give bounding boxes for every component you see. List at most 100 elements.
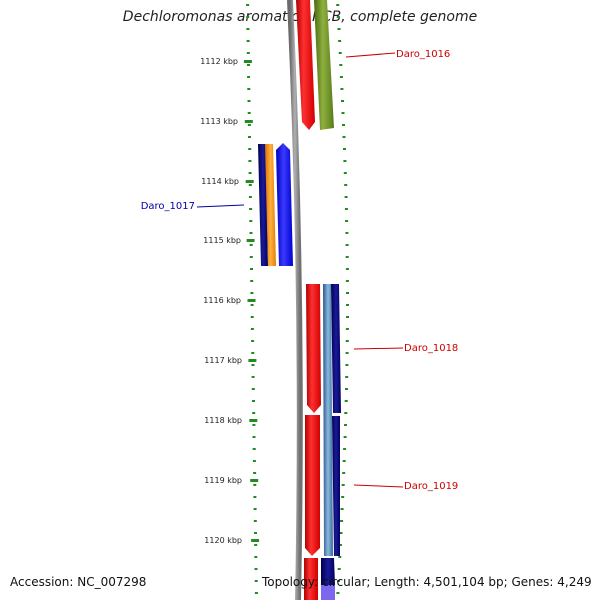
gene-label-daro-1017[interactable]: Daro_1017 — [141, 201, 195, 212]
tick-dot — [252, 436, 256, 438]
forward-strand-features — [296, 0, 341, 600]
label-leader-line — [353, 484, 404, 488]
major-tick — [247, 299, 256, 302]
tick-dot — [254, 580, 258, 582]
accession-text: Accession: NC_007298 — [10, 575, 147, 589]
major-tick — [249, 419, 258, 422]
tick-dot — [346, 304, 349, 306]
gene-feature-navy-long[interactable] — [332, 416, 340, 556]
tick-dot — [251, 376, 255, 378]
gene-feature-daro-1018[interactable] — [306, 284, 321, 413]
tick-dot — [345, 388, 348, 390]
tick-dot — [254, 544, 258, 546]
tick-dot — [342, 472, 346, 474]
tick-label: 1113 kbp — [200, 117, 238, 126]
gene-feature-daro-1019[interactable] — [305, 415, 320, 556]
topology-text: Topology: circular; Length: 4,501,104 bp… — [262, 575, 592, 589]
gene-feature-olive[interactable] — [314, 0, 334, 130]
tick-dot — [344, 400, 348, 402]
tick-dot — [246, 40, 250, 42]
tick-dot — [249, 256, 253, 258]
tick-dot — [345, 364, 349, 366]
tick-dot — [341, 112, 345, 114]
major-ticks — [243, 60, 260, 542]
gene-labels: Daro_1016 Daro_1017 Daro_1018 Daro_1019 — [141, 49, 459, 492]
gene-feature-daro-1017[interactable] — [276, 143, 293, 266]
tick-dot — [343, 160, 347, 162]
tick-dot — [246, 28, 250, 30]
gene-label-daro-1019[interactable]: Daro_1019 — [404, 481, 458, 492]
tick-dot — [246, 52, 250, 54]
gene-feature-navy-partial[interactable] — [321, 558, 335, 585]
tick-dot — [345, 328, 349, 330]
label-leader-line — [196, 204, 245, 208]
major-tick — [251, 539, 260, 542]
tick-dot — [343, 448, 347, 450]
gene-feature-steel[interactable] — [323, 284, 333, 556]
tick-dot — [254, 568, 258, 570]
tick-label: 1119 kbp — [204, 476, 242, 485]
tick-dot — [251, 388, 255, 390]
tick-dot — [345, 340, 349, 342]
gene-feature-red-partial[interactable] — [304, 558, 318, 600]
tick-label: 1112 kbp — [200, 57, 238, 66]
tick-dot — [248, 160, 252, 162]
tick-dot — [343, 172, 347, 174]
tick-dot — [247, 100, 251, 102]
tick-dot — [344, 412, 348, 414]
tick-dot — [345, 280, 349, 282]
tick-dot — [337, 580, 340, 582]
tick-dot — [248, 148, 252, 150]
tick-dot — [344, 184, 348, 186]
tick-dot — [253, 472, 257, 474]
tick-rails — [246, 4, 349, 594]
tick-dot — [346, 292, 349, 294]
tick-dot — [339, 76, 343, 78]
label-leader-line — [353, 347, 404, 350]
tick-dot — [337, 28, 341, 30]
tick-dot — [341, 100, 344, 102]
tick-dot — [343, 148, 346, 150]
tick-dot — [250, 268, 253, 270]
major-tick — [246, 239, 255, 242]
tick-dot — [250, 328, 254, 330]
tick-dot — [340, 520, 344, 522]
tick-dot — [249, 220, 253, 222]
tick-label: 1116 kbp — [203, 296, 241, 305]
tick-dot — [247, 112, 251, 114]
tick-dot — [248, 136, 251, 138]
major-tick — [243, 60, 252, 63]
tick-dot — [252, 424, 256, 426]
tick-dot — [338, 52, 342, 54]
tick-dot — [247, 76, 251, 78]
gene-feature-navy[interactable] — [258, 144, 268, 266]
major-tick — [244, 120, 253, 123]
tick-dot — [342, 460, 346, 462]
label-leader-line — [345, 52, 396, 58]
gene-feature-daro-1016[interactable] — [296, 0, 315, 130]
tick-dot — [346, 316, 349, 318]
gene-feature-orange[interactable] — [265, 144, 276, 266]
tick-dot — [345, 268, 349, 270]
reverse-strand-features — [258, 143, 293, 266]
tick-dot — [251, 352, 255, 354]
tick-dot — [344, 424, 347, 426]
tick-dot — [250, 280, 254, 282]
tick-dot — [254, 592, 258, 594]
tick-dot — [339, 64, 343, 66]
tick-dot — [338, 544, 342, 546]
gene-feature-lavender-partial[interactable] — [321, 585, 335, 600]
tick-dot — [252, 448, 256, 450]
gene-feature-navy-long[interactable] — [331, 284, 341, 413]
tick-dot — [345, 244, 349, 246]
tick-dot — [253, 496, 257, 498]
tick-dot — [253, 520, 257, 522]
tick-dot — [338, 556, 342, 558]
tick-dot — [253, 508, 257, 510]
tick-dot — [339, 532, 343, 534]
gene-label-daro-1018[interactable]: Daro_1018 — [404, 343, 458, 354]
tick-dot — [250, 316, 254, 318]
gene-label-daro-1016[interactable]: Daro_1016 — [396, 49, 450, 60]
tick-dot — [345, 376, 349, 378]
